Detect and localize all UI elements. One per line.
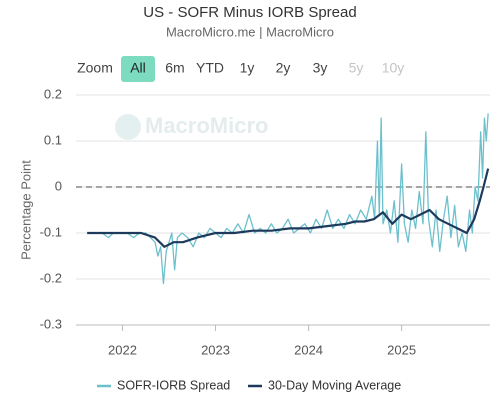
range-button[interactable]: 1y bbox=[240, 60, 255, 76]
y-tick-label: 0.2 bbox=[44, 86, 62, 101]
y-tick-label: -0.2 bbox=[40, 270, 62, 285]
range-button-label: 5y bbox=[349, 60, 364, 76]
range-button-label: 10y bbox=[382, 60, 405, 76]
watermark: MacroMicro bbox=[145, 113, 268, 138]
x-tick-label: 2023 bbox=[201, 342, 230, 357]
y-axis-title: Percentage Point bbox=[18, 160, 33, 260]
range-button[interactable]: All bbox=[121, 56, 155, 82]
range-button-bg bbox=[121, 56, 155, 82]
legend-label: SOFR-IORB Spread bbox=[117, 378, 230, 392]
range-button: 10y bbox=[382, 60, 405, 76]
range-button-label: 1y bbox=[240, 60, 255, 76]
x-tick-label: 2022 bbox=[108, 342, 137, 357]
range-button: 5y bbox=[349, 60, 364, 76]
watermark-logo bbox=[115, 114, 141, 140]
y-tick-label: 0 bbox=[55, 178, 62, 193]
chart-title: US - SOFR Minus IORB Spread bbox=[143, 4, 356, 21]
range-button-label: 3y bbox=[313, 60, 328, 76]
chart-subtitle: MacroMicro.me | MacroMicro bbox=[166, 24, 334, 39]
series-line bbox=[87, 113, 489, 285]
range-button-label: 2y bbox=[276, 60, 291, 76]
series-line bbox=[87, 168, 490, 248]
y-tick-label: 0.1 bbox=[44, 132, 62, 147]
x-tick-label: 2025 bbox=[387, 342, 416, 357]
x-tick-label: 2024 bbox=[294, 342, 323, 357]
range-button-label: 6m bbox=[165, 60, 184, 76]
range-button-label: YTD bbox=[196, 60, 224, 76]
range-button[interactable]: YTD bbox=[196, 60, 224, 76]
range-button[interactable]: 2y bbox=[276, 60, 291, 76]
y-tick-label: -0.3 bbox=[40, 316, 62, 331]
range-button-label: All bbox=[130, 60, 146, 76]
legend-label: 30-Day Moving Average bbox=[268, 378, 401, 392]
range-button[interactable]: 6m bbox=[165, 60, 184, 76]
zoom-label: Zoom bbox=[77, 60, 113, 76]
y-tick-label: -0.1 bbox=[40, 224, 62, 239]
range-button[interactable]: 3y bbox=[313, 60, 328, 76]
